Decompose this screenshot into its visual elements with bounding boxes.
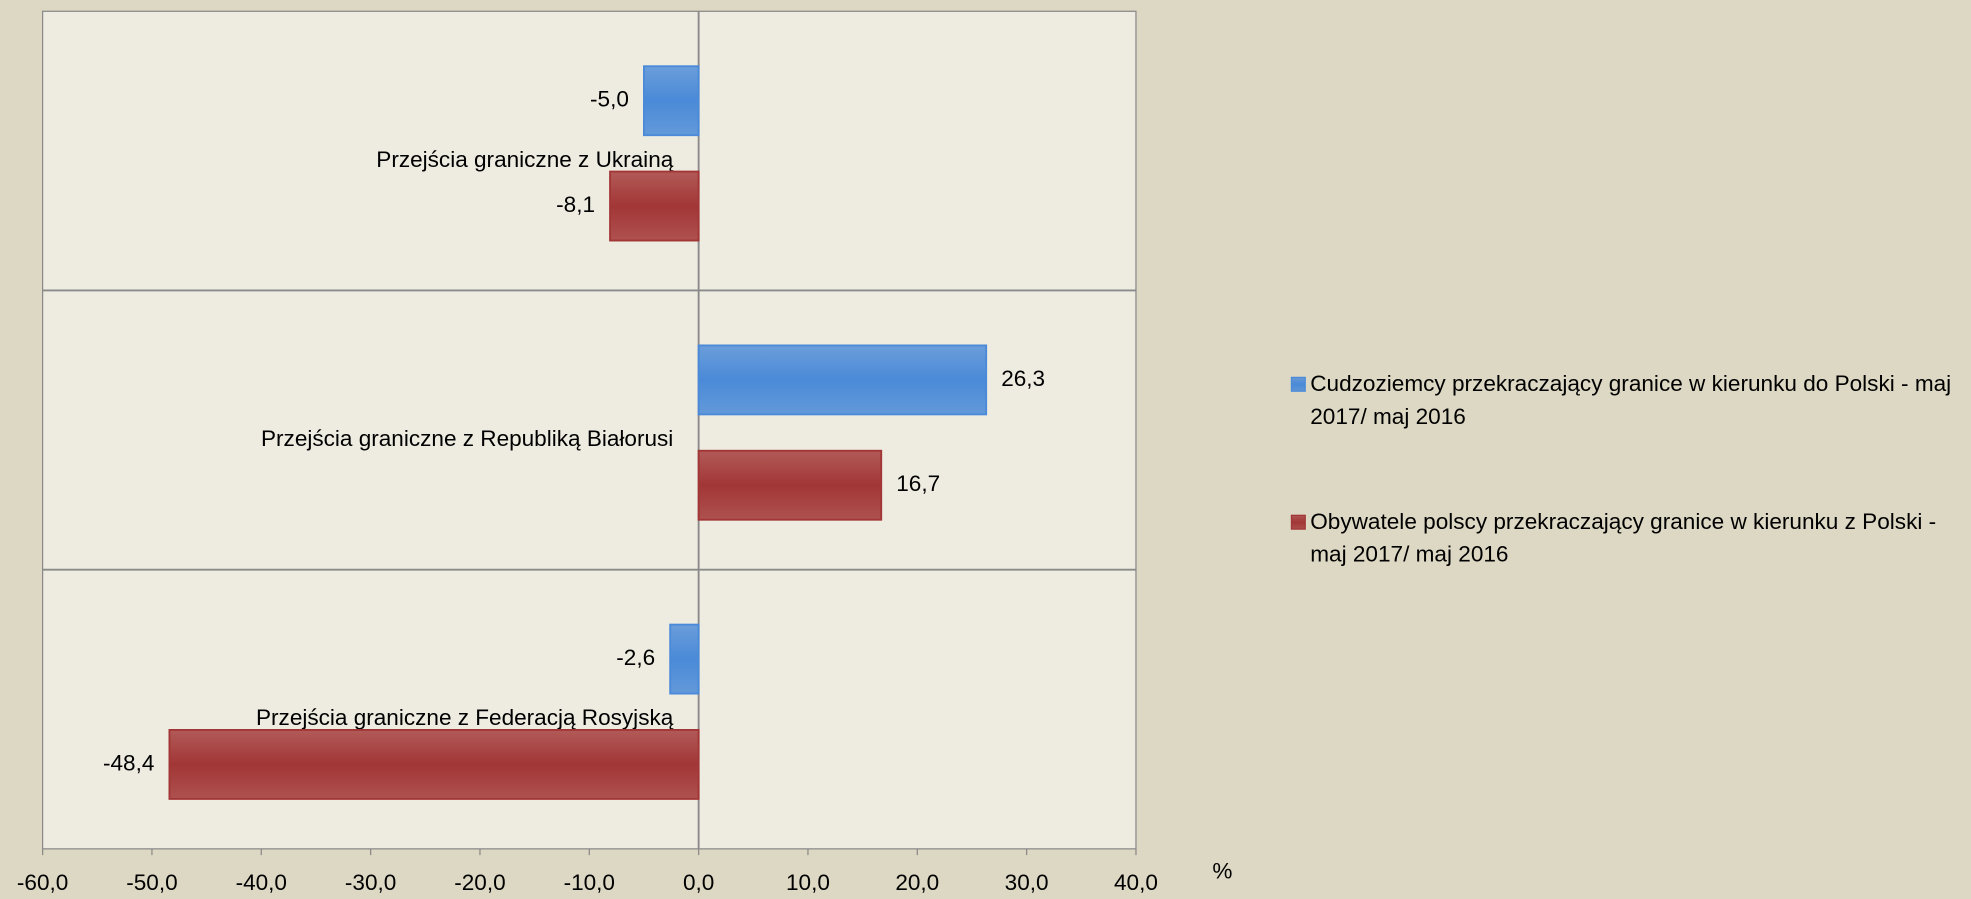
bar — [609, 170, 700, 242]
category-label: Przejścia graniczne z Ukrainą — [376, 147, 673, 172]
x-tick-label: -10,0 — [564, 870, 615, 895]
bar — [669, 623, 700, 695]
value-label: -5,0 — [590, 87, 629, 112]
bar — [643, 65, 700, 137]
x-axis-label: % — [1212, 859, 1232, 884]
x-tick-label: 0,0 — [683, 870, 714, 895]
legend-swatch — [1290, 376, 1306, 392]
bar — [697, 344, 988, 416]
legend-entry: Cudzoziemcy przekraczający granice w kie… — [1310, 371, 1952, 429]
value-label: 26,3 — [1001, 366, 1045, 391]
value-label: 16,7 — [896, 471, 940, 496]
value-label: -2,6 — [616, 645, 655, 670]
x-tick-label: -30,0 — [345, 870, 396, 895]
legend-entry: Obywatele polscy przekraczający granice … — [1310, 509, 1937, 567]
legend-label: Cudzoziemcy przekraczający granice w kie… — [1310, 371, 1952, 429]
bar — [168, 729, 700, 800]
legend-swatch — [1290, 514, 1306, 530]
legend-label: Obywatele polscy przekraczający granice … — [1310, 509, 1937, 567]
value-label: -8,1 — [556, 192, 595, 217]
x-tick-label: 10,0 — [786, 870, 830, 895]
bar — [697, 449, 883, 521]
x-tick-label: -50,0 — [126, 870, 177, 895]
x-tick-label: 40,0 — [1114, 870, 1158, 895]
x-tick-label: 20,0 — [895, 870, 939, 895]
value-label: -48,4 — [103, 750, 154, 775]
x-tick-label: 30,0 — [1005, 870, 1049, 895]
category-label: Przejścia graniczne z Federacją Rosyjską — [256, 705, 674, 730]
plot-area — [41, 10, 1137, 850]
x-tick-label: -20,0 — [454, 870, 505, 895]
x-tick-label: -60,0 — [17, 870, 68, 895]
category-label: Przejścia graniczne z Republiką Białorus… — [261, 426, 673, 451]
x-tick-label: -40,0 — [236, 870, 287, 895]
